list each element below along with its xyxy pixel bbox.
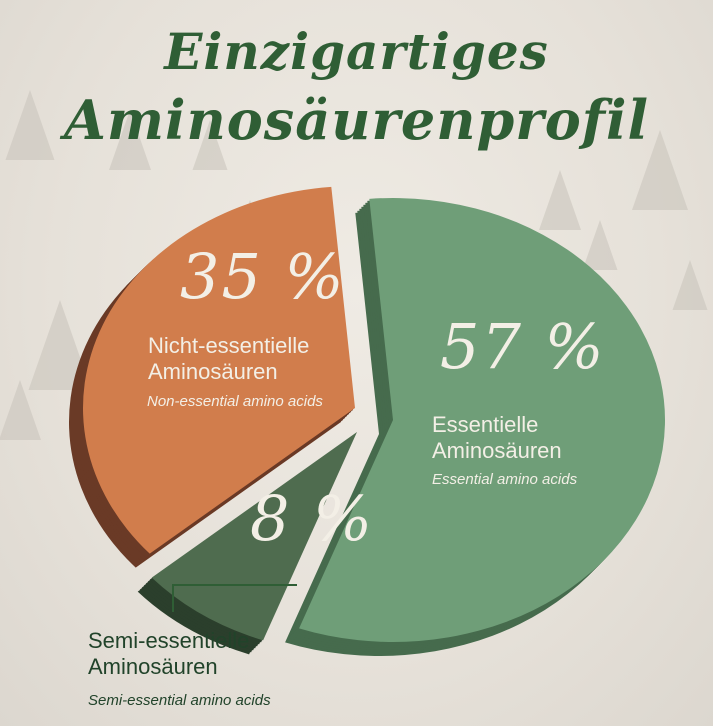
essential-percent: 57 % <box>440 310 606 383</box>
non-essential-label-en: Non-essential amino acids <box>147 393 323 410</box>
semi-label-de-1: Semi-essentielle <box>88 628 250 653</box>
essential-label-de-1: Essentielle <box>432 412 539 437</box>
title-line-1: Einzigartiges <box>164 22 549 81</box>
background-trees <box>0 90 708 440</box>
tree-icon <box>109 110 151 170</box>
essential-label-de-2: Aminosäuren <box>432 438 562 463</box>
non-essential-label-de-2: Aminosäuren <box>148 359 278 384</box>
tree-icon <box>192 120 228 170</box>
tree-icon <box>632 130 688 210</box>
semi-percent: 8 % <box>250 482 375 555</box>
tree-icon <box>28 300 92 390</box>
slice-semi <box>151 432 357 641</box>
tree-icon <box>582 220 618 270</box>
non-essential-label-de-1: Nicht-essentielle <box>148 333 310 358</box>
tree-icon <box>0 380 41 440</box>
semi-label-de-2: Aminosäuren <box>88 654 218 679</box>
tree-icon <box>672 260 708 310</box>
title-line-2: Aminosäurenprofil <box>63 88 650 152</box>
slice-essential <box>299 198 665 642</box>
tree-icon <box>5 90 55 160</box>
essential-label-en: Essential amino acids <box>432 471 578 488</box>
semi-label-en: Semi-essential amino acids <box>88 692 271 709</box>
slice-non_essential <box>83 186 355 554</box>
tree-icon <box>539 170 581 230</box>
non-essential-percent: 35 % <box>180 240 346 313</box>
semi-leader-line <box>172 584 297 612</box>
